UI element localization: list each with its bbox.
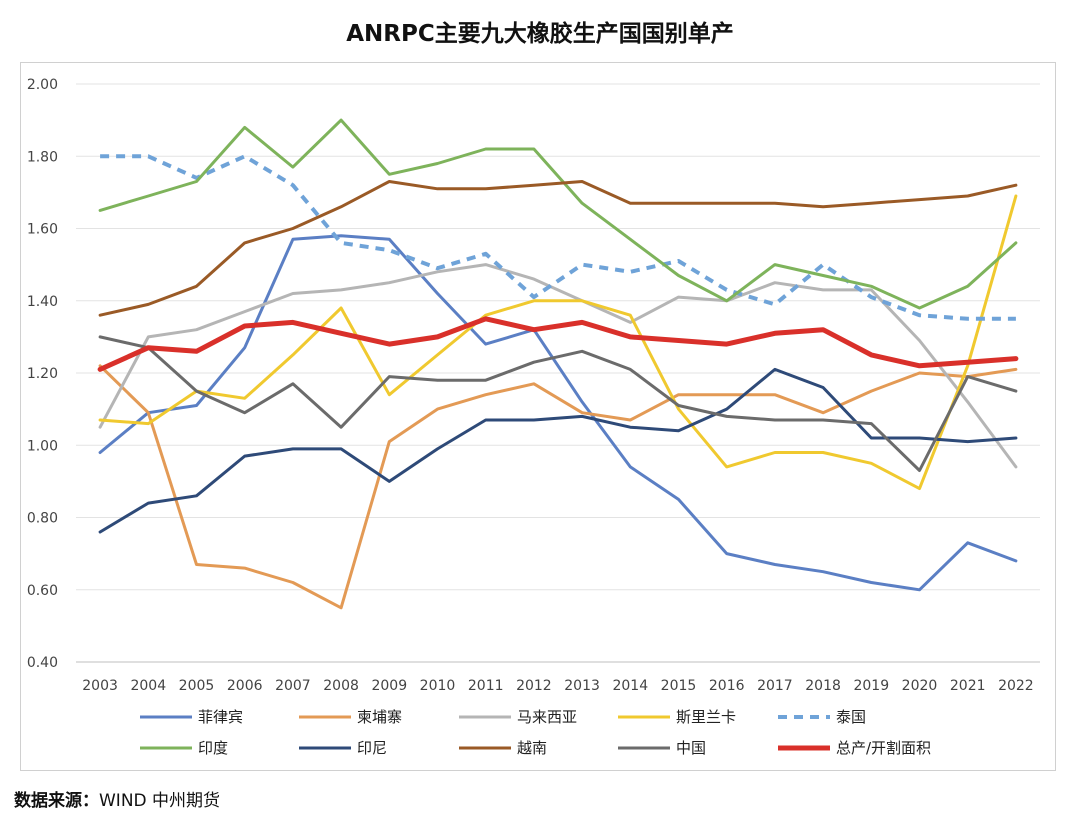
x-tick-label: 2011 bbox=[468, 678, 504, 694]
x-tick-label: 2014 bbox=[612, 678, 648, 694]
chart-frame bbox=[20, 62, 1056, 771]
series-line-4 bbox=[100, 154, 1016, 321]
x-tick-label: 2016 bbox=[709, 678, 745, 694]
x-tick-label: 2012 bbox=[516, 678, 552, 694]
x-tick-label: 2009 bbox=[371, 678, 407, 694]
x-tick-label: 2013 bbox=[564, 678, 600, 694]
source-text: WIND 中州期货 bbox=[99, 791, 221, 811]
legend-label: 总产/开割面积 bbox=[836, 739, 931, 757]
x-tick-label: 2008 bbox=[323, 678, 359, 694]
y-tick-label: 1.40 bbox=[27, 294, 58, 310]
chart-title: ANRPC主要九大橡胶生产国国别单产 bbox=[346, 21, 734, 47]
series-line-8 bbox=[98, 335, 1018, 472]
x-tick-label: 2022 bbox=[998, 678, 1034, 694]
x-tick-label: 2015 bbox=[661, 678, 697, 694]
x-tick-label: 2007 bbox=[275, 678, 311, 694]
series-line-9 bbox=[97, 316, 1019, 372]
series-line-2 bbox=[98, 263, 1018, 469]
y-tick-label: 1.00 bbox=[27, 438, 58, 454]
x-tick-label: 2019 bbox=[853, 678, 889, 694]
series-line-5 bbox=[98, 118, 1018, 310]
x-tick-label: 2004 bbox=[130, 678, 166, 694]
series-line-0 bbox=[98, 234, 1018, 592]
y-tick-label: 0.60 bbox=[27, 583, 58, 599]
x-tick-label: 2003 bbox=[82, 678, 118, 694]
y-tick-label: 2.00 bbox=[27, 77, 58, 93]
source-label: 数据来源： bbox=[14, 791, 99, 811]
y-tick-label: 1.80 bbox=[27, 149, 58, 165]
legend-label: 菲律宾 bbox=[198, 708, 243, 726]
x-tick-label: 2006 bbox=[227, 678, 263, 694]
legend-label: 印度 bbox=[198, 739, 228, 757]
legend-label: 斯里兰卡 bbox=[676, 708, 736, 726]
series-line-3 bbox=[98, 194, 1018, 491]
x-tick-label: 2020 bbox=[902, 678, 938, 694]
legend-label: 越南 bbox=[517, 739, 547, 757]
legend-label: 马来西亚 bbox=[517, 708, 577, 726]
y-tick-label: 1.60 bbox=[27, 222, 58, 238]
series-line-6 bbox=[98, 367, 1018, 534]
y-tick-label: 1.20 bbox=[27, 366, 58, 382]
legend-label: 泰国 bbox=[836, 708, 866, 726]
x-tick-label: 2018 bbox=[805, 678, 841, 694]
x-tick-label: 2017 bbox=[757, 678, 793, 694]
x-tick-label: 2010 bbox=[420, 678, 456, 694]
x-tick-label: 2005 bbox=[179, 678, 215, 694]
legend-label: 印尼 bbox=[357, 739, 387, 757]
legend-label: 中国 bbox=[676, 739, 706, 757]
series-line-1 bbox=[98, 364, 1018, 610]
series-line-7 bbox=[98, 180, 1018, 317]
source-note: 数据来源：WIND 中州期货 bbox=[14, 786, 220, 811]
x-tick-label: 2021 bbox=[950, 678, 986, 694]
y-tick-label: 0.80 bbox=[27, 511, 58, 527]
y-tick-label: 0.40 bbox=[27, 655, 58, 671]
legend-label: 柬埔寨 bbox=[357, 708, 402, 726]
